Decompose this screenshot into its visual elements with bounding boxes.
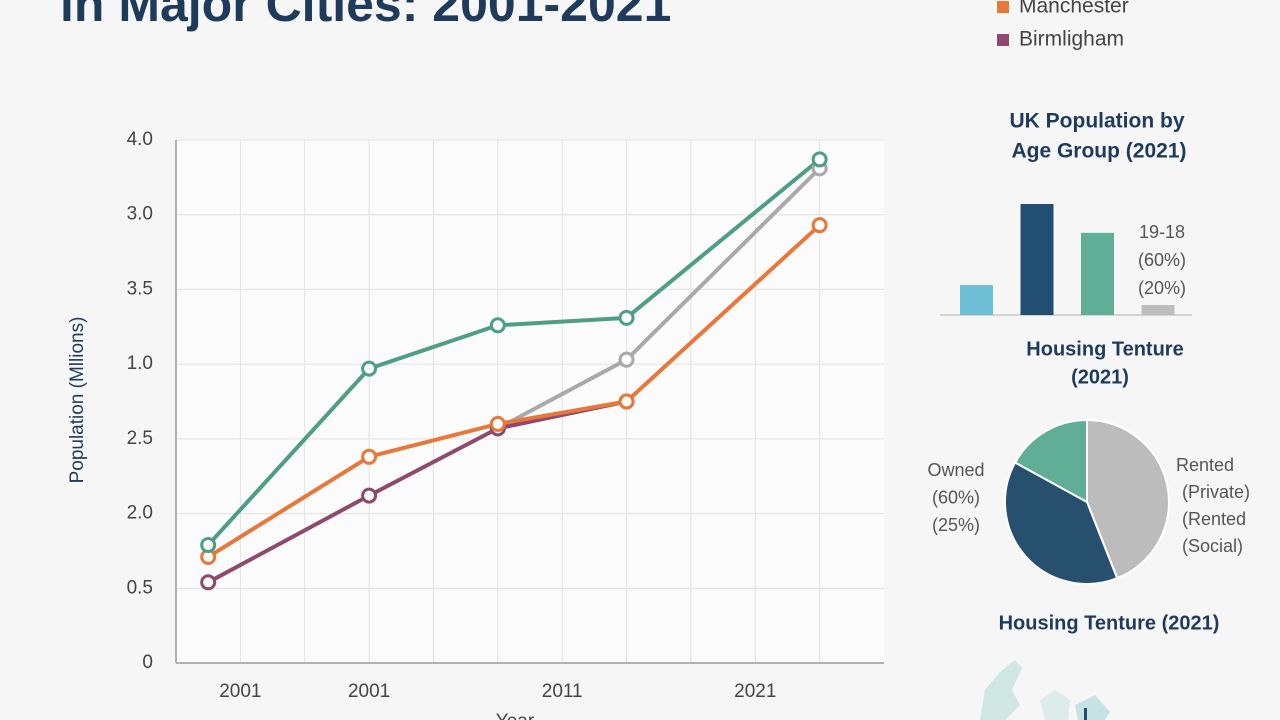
pie-label: (Social) <box>1182 536 1243 556</box>
point-marker <box>489 415 506 432</box>
point-marker <box>361 448 378 465</box>
point-marker <box>200 574 217 591</box>
pie-title: Housing Tenture <box>1026 338 1183 360</box>
map-region <box>1040 690 1070 720</box>
legend-label: Manchester <box>1019 0 1129 18</box>
legend-swatch <box>997 1 1009 13</box>
bar-annotation: (60%) <box>1138 250 1186 270</box>
plot-area <box>176 140 884 663</box>
y-tick-label: 4.0 <box>127 129 153 150</box>
map-marker <box>1084 708 1087 720</box>
bar-annotation: (20%) <box>1138 278 1186 298</box>
x-tick-label: 2001 <box>219 681 261 702</box>
map-region <box>980 660 1022 720</box>
pie-slice <box>1086 418 1170 580</box>
x-axis-label: Year <box>496 711 535 720</box>
bar-title: Age Group (2021) <box>1011 140 1186 163</box>
y-tick-label: 0.5 <box>127 577 153 598</box>
legend-swatch <box>997 34 1009 46</box>
pie-title: (2021) <box>1071 366 1129 388</box>
map-title: Housing Tenture (2021) <box>999 612 1220 634</box>
bar-annotation: 19-18 <box>1139 222 1185 242</box>
point-marker <box>361 360 378 377</box>
x-tick-label: 2021 <box>734 681 776 702</box>
pie-slice <box>1004 461 1119 585</box>
pie-label: (25%) <box>932 515 980 535</box>
point-marker <box>811 151 828 168</box>
y-tick-label: 3.0 <box>127 204 153 225</box>
pie-label: (Rented <box>1182 509 1246 529</box>
x-tick-label: 2011 <box>542 681 583 702</box>
pie-label: (60%) <box>932 487 980 507</box>
point-marker <box>361 487 378 504</box>
y-tick-label: 2.0 <box>127 503 153 524</box>
bar <box>1081 232 1114 315</box>
y-tick-label: 1.0 <box>127 353 153 374</box>
bar <box>960 285 993 315</box>
chart-title: in Major Cities: 2001-2021 <box>60 0 671 32</box>
point-marker <box>618 393 635 410</box>
map <box>980 660 1110 720</box>
point-marker <box>811 217 828 234</box>
pie-label: Rented <box>1176 455 1234 475</box>
y-tick-label: 3.5 <box>127 278 153 299</box>
y-tick-label: 0 <box>142 652 153 673</box>
point-marker <box>489 317 506 334</box>
legend-label: Birmligham <box>1019 28 1124 51</box>
series-line <box>207 399 627 585</box>
point-marker <box>618 309 635 326</box>
bar-title: UK Population by <box>1010 110 1185 133</box>
y-axis-label: Population (Mllions) <box>67 317 88 484</box>
point-marker <box>618 351 635 368</box>
y-tick-label: 2.5 <box>127 428 153 449</box>
pie-slice <box>1013 418 1088 504</box>
x-tick-label: 2001 <box>348 681 390 702</box>
pie-label: (Private) <box>1182 482 1250 502</box>
pie-label: Owned <box>927 460 984 480</box>
bar <box>1020 204 1054 315</box>
point-marker <box>200 536 217 553</box>
bar <box>1141 305 1175 315</box>
map-region <box>1075 695 1110 720</box>
